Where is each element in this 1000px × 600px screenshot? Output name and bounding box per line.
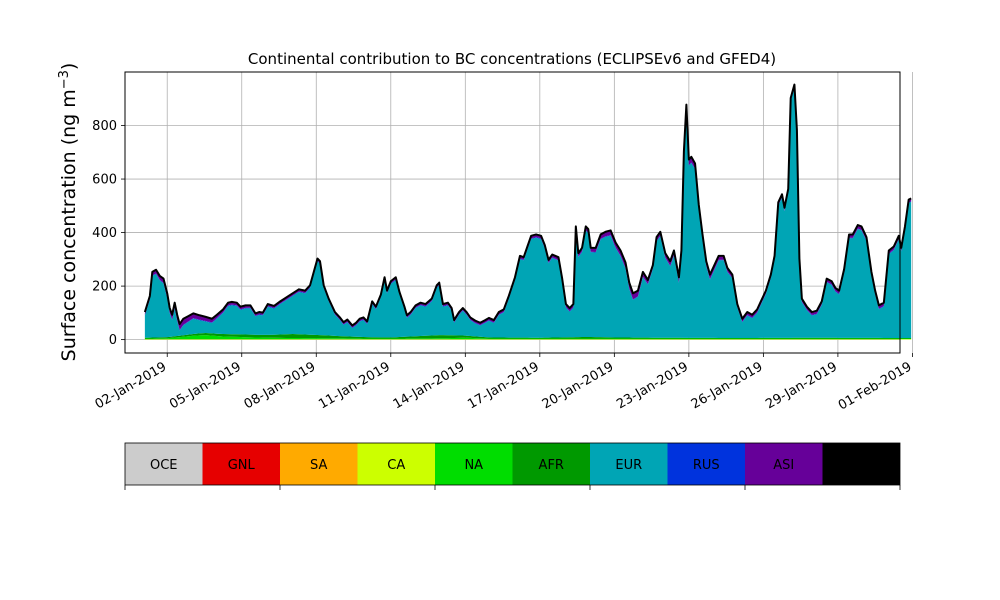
x-tick-label-29-jan-2019: 29-Jan-2019: [763, 359, 840, 412]
legend-swatch-ca: [357, 443, 435, 485]
legend-swatch-aus: [822, 443, 900, 485]
x-tick-label-02-jan-2019: 02-Jan-2019: [93, 359, 170, 412]
line-aus: [143, 83, 912, 327]
legend-label-ca: CA: [387, 458, 405, 473]
y-axis-label: Surface concentration (ng m−3): [57, 63, 80, 362]
area-na: [144, 335, 912, 340]
legend-label-sa: SA: [310, 458, 327, 473]
legend-swatch-gnl: [202, 443, 280, 485]
y-axis-label-main: Surface concentration (ng m: [58, 89, 80, 361]
x-tick-label-17-jan-2019: 17-Jan-2019: [465, 359, 542, 412]
area-afr: [144, 333, 912, 339]
y-axis-label-close: ): [58, 63, 80, 70]
legend-frame: [124, 442, 901, 486]
y-tick-label-800: 800: [92, 119, 117, 134]
legend-label-gnl: GNL: [228, 458, 256, 473]
x-axis-ticks: 02-Jan-201905-Jan-201908-Jan-201911-Jan-…: [93, 353, 915, 413]
legend-swatch-na: [435, 443, 513, 485]
y-tick-label-600: 600: [92, 173, 117, 188]
stacked-areas: [144, 85, 912, 340]
area-eur: [144, 88, 912, 339]
plot-frame: [124, 71, 901, 354]
legend-label-asi: ASI: [773, 458, 794, 473]
legend-label-afr: AFR: [539, 458, 564, 473]
legend-swatch-afr: [512, 443, 590, 485]
legend-colorbar: OCE GNL SA CA NA AFR EUR RUS ASI AUS: [124, 442, 901, 490]
x-tick-label-08-jan-2019: 08-Jan-2019: [242, 359, 319, 412]
legend-label-rus: RUS: [693, 458, 720, 473]
legend-swatch-oce: [125, 443, 203, 485]
legend-label-oce: OCE: [150, 458, 178, 473]
legend-swatch-asi: [745, 443, 823, 485]
y-tick-label-400: 400: [92, 226, 117, 241]
x-tick-label-11-jan-2019: 11-Jan-2019: [316, 359, 393, 412]
chart-title: Continental contribution to BC concentra…: [248, 50, 776, 68]
legend-label-na: NA: [464, 458, 483, 473]
y-axis-label-superscript: −3: [57, 70, 72, 89]
y-tick-label-0: 0: [109, 333, 117, 348]
legend-label-aus: AUS: [848, 458, 875, 473]
x-tick-label-23-jan-2019: 23-Jan-2019: [614, 359, 691, 412]
legend-label-eur: EUR: [615, 458, 642, 473]
y-axis-ticks: 0 200 400 600 800: [92, 119, 125, 348]
y-tick-label-200: 200: [92, 280, 117, 295]
total-outline: [143, 83, 912, 327]
x-tick-label-20-jan-2019: 20-Jan-2019: [540, 359, 617, 412]
legend-swatch-sa: [280, 443, 358, 485]
x-tick-label-01-feb-2019: 01-Feb-2019: [836, 359, 915, 413]
x-tick-label-14-jan-2019: 14-Jan-2019: [391, 359, 468, 412]
legend-swatch-rus: [667, 443, 745, 485]
x-tick-label-05-jan-2019: 05-Jan-2019: [167, 359, 244, 412]
x-tick-label-26-jan-2019: 26-Jan-2019: [689, 359, 766, 412]
legend-swatch-eur: [590, 443, 668, 485]
area-ca: [144, 339, 912, 340]
